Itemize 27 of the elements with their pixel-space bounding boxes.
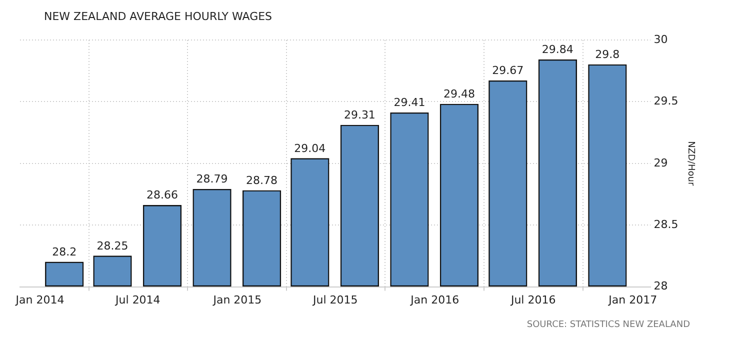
data-label: 29.84	[542, 43, 574, 56]
data-label: 28.79	[196, 172, 228, 186]
data-label: 28.66	[146, 188, 178, 202]
y-tick-label: 29.5	[654, 94, 678, 108]
x-tick-label: Jul 2016	[510, 293, 556, 306]
y-tick-label: 28	[654, 280, 668, 293]
x-tick-label: Jan 2015	[212, 293, 262, 306]
source-note: SOURCE: STATISTICS NEW ZEALAND	[526, 320, 690, 330]
x-tick-label: Jan 2017	[608, 293, 658, 306]
y-tick-label: 28.5	[654, 218, 678, 231]
data-label: 29.67	[492, 64, 524, 78]
x-tick-label: Jan 2016	[410, 293, 460, 306]
y-axis-title: NZD/Hour	[685, 141, 696, 186]
data-label: 29.31	[344, 108, 376, 122]
data-label: 28.78	[246, 174, 278, 187]
chart-title: NEW ZEALAND AVERAGE HOURLY WAGES	[44, 10, 272, 23]
x-tick-label: Jul 2015	[312, 293, 358, 306]
data-label: 28.25	[96, 239, 128, 252]
data-label: 29.41	[394, 96, 426, 110]
x-tick-label: Jul 2014	[114, 293, 160, 306]
data-label: 29.48	[443, 88, 475, 101]
data-label: 28.2	[52, 245, 77, 258]
data-label: 29.04	[294, 142, 326, 155]
y-tick-label: 30	[654, 32, 668, 46]
data-label: 29.8	[595, 48, 620, 62]
x-tick-label: Jan 2014	[14, 293, 64, 306]
y-tick-label: 29	[654, 156, 668, 170]
